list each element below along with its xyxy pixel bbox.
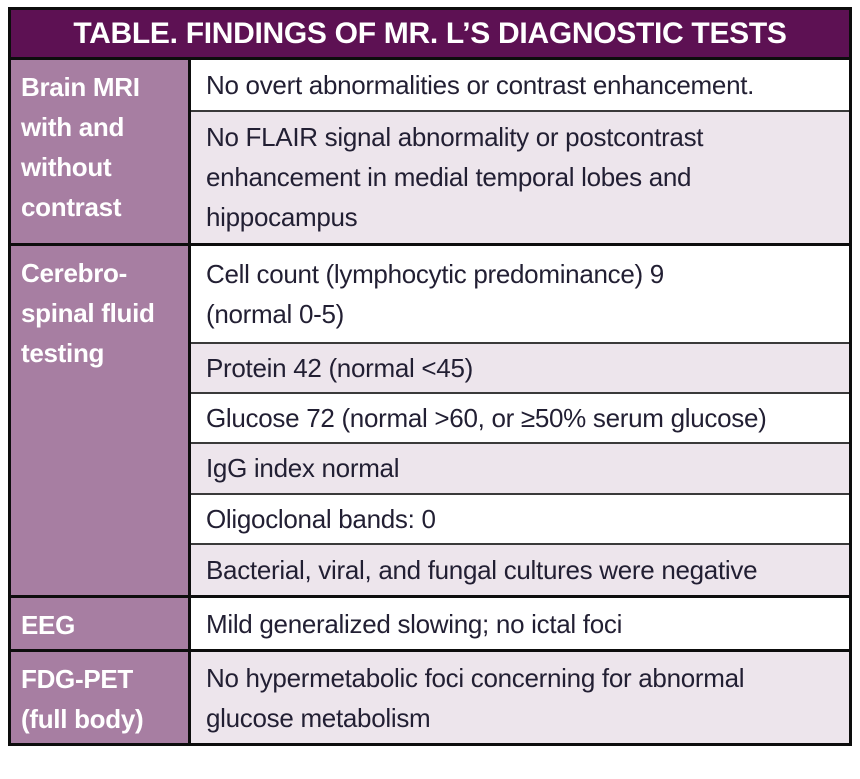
page: TABLE. FINDINGS OF MR. L’S DIAGNOSTIC TE… (8, 7, 852, 746)
table-title: TABLE. FINDINGS OF MR. L’S DIAGNOSTIC TE… (9, 8, 851, 60)
row-label-fdg-pet: FDG-PET (full body) (9, 649, 191, 745)
diagnostic-findings-table: TABLE. FINDINGS OF MR. L’S DIAGNOSTIC TE… (8, 7, 852, 746)
row-label-csf-testing: Cerebro- spinal fluid testing (9, 243, 191, 597)
finding-csf-glucose: Glucose 72 (normal >60, or ≥50% serum gl… (189, 391, 851, 443)
finding-brain-mri-2: No FLAIR signal abnormality or postcontr… (189, 109, 851, 245)
finding-csf-oligoclonal-bands: Oligoclonal bands: 0 (189, 492, 851, 544)
finding-csf-protein: Protein 42 (normal <45) (189, 341, 851, 393)
finding-fdg-pet: No hypermetabolic foci concerning for ab… (189, 649, 851, 745)
finding-csf-cultures: Bacterial, viral, and fungal cultures we… (189, 542, 851, 597)
finding-brain-mri-1: No overt abnormalities or contrast enhan… (189, 57, 851, 111)
row-label-eeg: EEG (9, 595, 191, 651)
finding-eeg: Mild generalized slowing; no ictal foci (189, 595, 851, 651)
finding-csf-cell-count: Cell count (lymphocytic predominance) 9 … (189, 243, 851, 343)
finding-csf-igg-index: IgG index normal (189, 441, 851, 494)
row-label-brain-mri: Brain MRI with and without contrast (9, 57, 191, 245)
